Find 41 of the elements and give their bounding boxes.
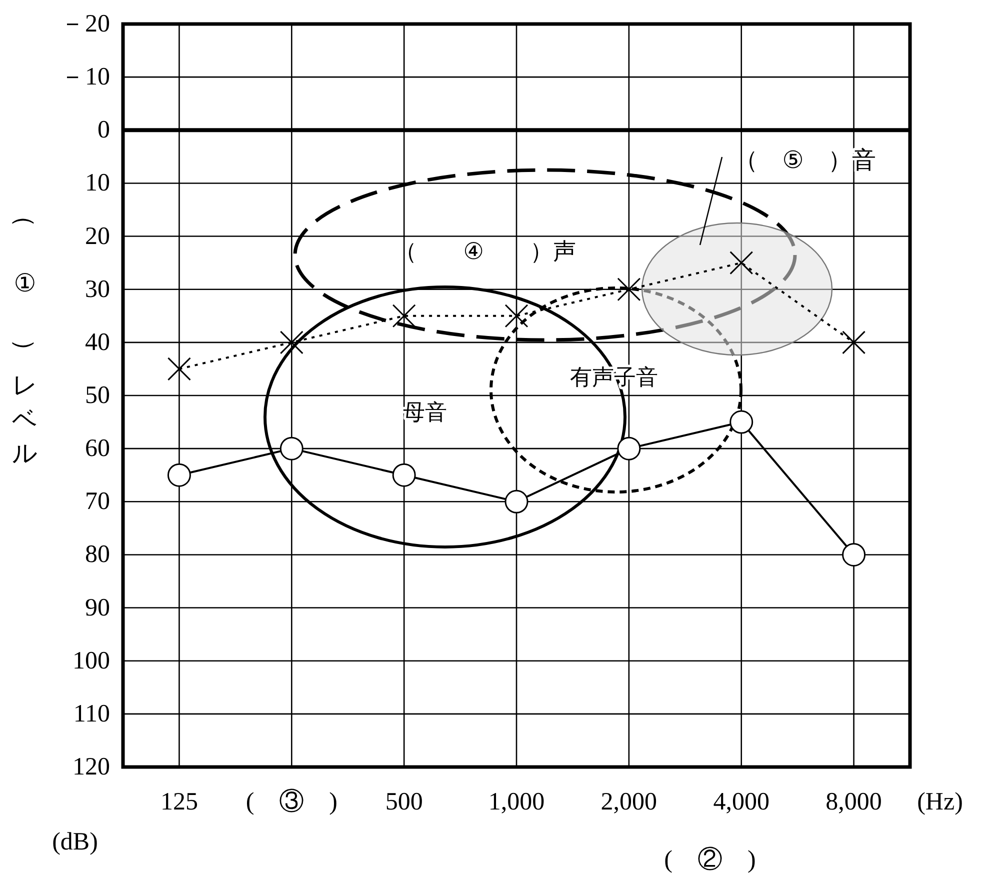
point bbox=[730, 410, 754, 434]
annotation: （ ④ ）声 bbox=[394, 239, 576, 265]
y-tick-label: 120 bbox=[72, 754, 110, 780]
x-tick-label: 500 bbox=[385, 788, 423, 816]
y-tick-label: －10 bbox=[60, 64, 110, 91]
point bbox=[392, 463, 416, 487]
point bbox=[167, 357, 191, 381]
y-tick-label: 40 bbox=[85, 328, 110, 356]
x-tick-label: 8,000 bbox=[826, 788, 882, 816]
point bbox=[504, 304, 528, 328]
y-tick-label: 30 bbox=[85, 276, 110, 303]
point bbox=[617, 436, 641, 460]
y-tick-label: 70 bbox=[85, 488, 110, 516]
point bbox=[280, 330, 304, 354]
point bbox=[842, 330, 866, 354]
point bbox=[842, 542, 866, 566]
x-tick-label: 4,000 bbox=[713, 788, 770, 816]
y-tick-label: 100 bbox=[72, 647, 110, 674]
x-tick-label: 125 bbox=[160, 788, 198, 816]
xlabel: (Hz) bbox=[917, 788, 963, 816]
ylabel: （ ① ）レベル bbox=[10, 202, 40, 468]
point bbox=[504, 490, 528, 514]
y-tick-label: 90 bbox=[85, 594, 110, 622]
y-tick-label: 0 bbox=[98, 116, 110, 144]
y-tick-label: 80 bbox=[85, 541, 110, 568]
y-tick-label: 110 bbox=[73, 700, 110, 728]
y-tick-label: 60 bbox=[85, 435, 110, 462]
x-tick-label: ( ③ ) bbox=[246, 788, 338, 816]
point bbox=[617, 278, 641, 302]
point bbox=[280, 436, 304, 460]
point bbox=[167, 463, 191, 487]
annotation: ( ② ) bbox=[664, 846, 756, 874]
y-tick-label: 50 bbox=[85, 382, 110, 409]
x-tick-label: 2,000 bbox=[600, 788, 658, 816]
y-tick-label: －20 bbox=[60, 10, 110, 38]
y-tick-label: 20 bbox=[85, 222, 110, 250]
point bbox=[392, 304, 416, 328]
y-tick-label: 10 bbox=[85, 170, 110, 197]
annotation: (dB) bbox=[52, 828, 98, 856]
x-tick-label: 1,000 bbox=[488, 788, 545, 816]
point bbox=[730, 251, 754, 275]
